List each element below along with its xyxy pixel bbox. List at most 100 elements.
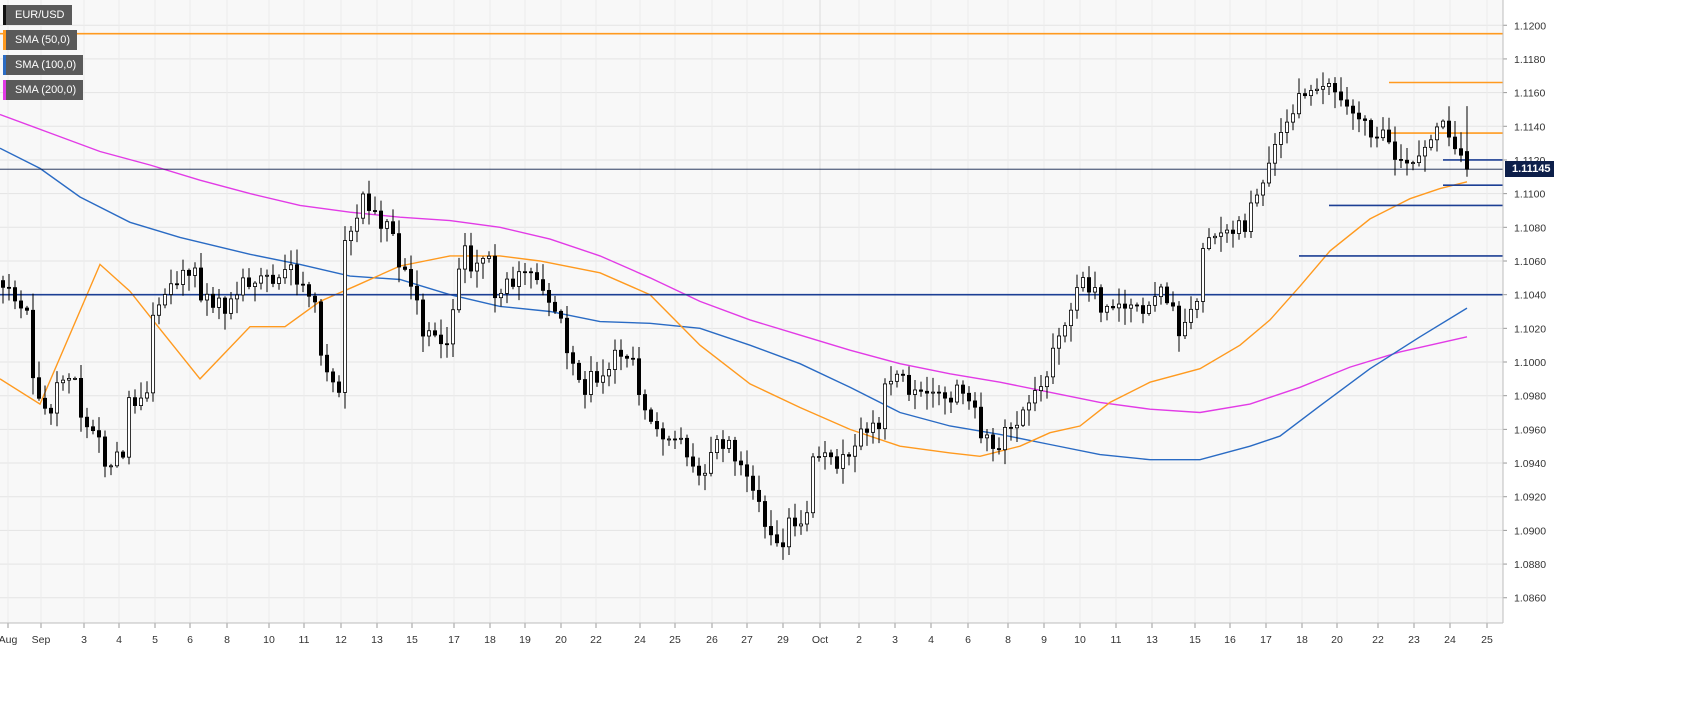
candle-up xyxy=(1429,139,1434,148)
candle-down xyxy=(12,287,17,302)
candle-down xyxy=(1303,93,1308,97)
candle-down xyxy=(829,452,834,458)
candle-up xyxy=(504,278,509,294)
candle-up xyxy=(1207,237,1212,250)
candle-down xyxy=(559,310,564,319)
x-tick-label: 5 xyxy=(152,634,158,646)
candle-up xyxy=(1315,88,1320,91)
y-tick-label: 1.1040 xyxy=(1514,290,1546,302)
candle-up xyxy=(703,472,708,476)
x-tick-label: 25 xyxy=(669,634,681,646)
candle-up xyxy=(1159,286,1164,298)
candle-down xyxy=(432,330,437,336)
y-tick-label: 1.1000 xyxy=(1514,357,1546,369)
candle-up xyxy=(1183,321,1188,337)
legend-item-sma50[interactable]: SMA (50,0) xyxy=(3,30,78,50)
candle-up xyxy=(601,375,606,383)
x-tick-label: 23 xyxy=(1408,634,1420,646)
candle-down xyxy=(1357,112,1362,120)
candle-up xyxy=(1435,126,1440,141)
candle-down xyxy=(402,266,407,270)
candle-down xyxy=(420,299,425,337)
candle-up xyxy=(955,384,960,403)
legend-swatch-sma100 xyxy=(3,55,6,75)
candle-up xyxy=(1417,155,1422,163)
y-tick-label: 1.1180 xyxy=(1514,54,1545,66)
x-tick-label: 26 xyxy=(706,634,718,646)
candle-down xyxy=(336,381,341,393)
candle-up xyxy=(480,258,485,264)
x-tick-label: 4 xyxy=(116,634,122,646)
candle-up xyxy=(162,294,167,306)
candle-up xyxy=(859,428,864,447)
legend-swatch-sma200 xyxy=(3,80,6,100)
x-tick-label: 27 xyxy=(741,634,753,646)
candle-up xyxy=(1051,347,1056,378)
candle-down xyxy=(1363,118,1368,121)
candle-up xyxy=(228,298,233,314)
x-tick-label: 10 xyxy=(1074,634,1086,646)
legend-item-sma100[interactable]: SMA (100,0) xyxy=(3,55,84,75)
candle-up xyxy=(871,422,876,433)
legend-label-sma50: SMA (50,0) xyxy=(15,34,71,46)
y-tick-label: 1.0880 xyxy=(1514,559,1546,571)
legend-item-sma200[interactable]: SMA (200,0) xyxy=(3,80,84,100)
candle-up xyxy=(73,377,78,380)
candle-up xyxy=(1147,304,1152,314)
candle-down xyxy=(1405,159,1410,164)
candle-down xyxy=(198,267,203,301)
candle-up xyxy=(1063,325,1068,337)
candle-down xyxy=(949,397,954,403)
candle-up xyxy=(985,434,990,439)
candle-up xyxy=(667,438,672,441)
candle-up xyxy=(1285,121,1290,133)
candle-down xyxy=(925,390,930,394)
x-tick-label: 10 xyxy=(263,634,275,646)
x-tick-label: 16 xyxy=(1224,634,1236,646)
candle-down xyxy=(444,343,449,346)
candle-down xyxy=(637,358,642,395)
candle-down xyxy=(523,271,528,274)
sma100-line xyxy=(0,147,1468,461)
candle-up xyxy=(889,380,894,385)
candle-down xyxy=(1387,129,1392,143)
sma200-line xyxy=(0,113,1468,414)
candle-down xyxy=(565,317,570,354)
candle-up xyxy=(474,262,479,272)
candle-down xyxy=(541,279,546,291)
x-tick-label: 17 xyxy=(1260,634,1272,646)
candle-up xyxy=(1201,248,1206,302)
x-tick-label: 6 xyxy=(965,634,971,646)
candle-up xyxy=(589,371,594,395)
candle-up xyxy=(61,379,66,384)
candle-up xyxy=(252,282,257,287)
legend-label-price: EUR/USD xyxy=(15,9,65,21)
x-tick-label: 11 xyxy=(299,634,310,646)
candle-up xyxy=(67,378,72,381)
legend-item-price[interactable]: EUR/USD xyxy=(3,5,72,25)
candle-down xyxy=(763,501,768,527)
candle-down xyxy=(919,389,924,392)
candle-up xyxy=(282,269,287,279)
candle-down xyxy=(967,392,972,402)
candle-up xyxy=(426,330,431,337)
candle-up xyxy=(607,369,612,377)
candle-up xyxy=(1297,93,1302,115)
candle-down xyxy=(24,307,29,311)
candle-up xyxy=(384,221,389,229)
horizontal-levels xyxy=(0,32,1503,296)
candle-up xyxy=(1261,182,1266,196)
candle-down xyxy=(91,426,96,432)
x-tick-label: 22 xyxy=(1372,634,1384,646)
candle-up xyxy=(240,277,245,296)
candle-up xyxy=(1219,232,1224,237)
y-tick-label: 1.1060 xyxy=(1514,256,1546,268)
candle-up xyxy=(1279,132,1284,145)
candle-up xyxy=(276,277,281,284)
candle-up xyxy=(805,512,810,525)
candle-down xyxy=(414,285,419,301)
candle-up xyxy=(1237,220,1242,234)
candle-down xyxy=(661,428,666,440)
x-tick-label: 25 xyxy=(1481,634,1493,646)
